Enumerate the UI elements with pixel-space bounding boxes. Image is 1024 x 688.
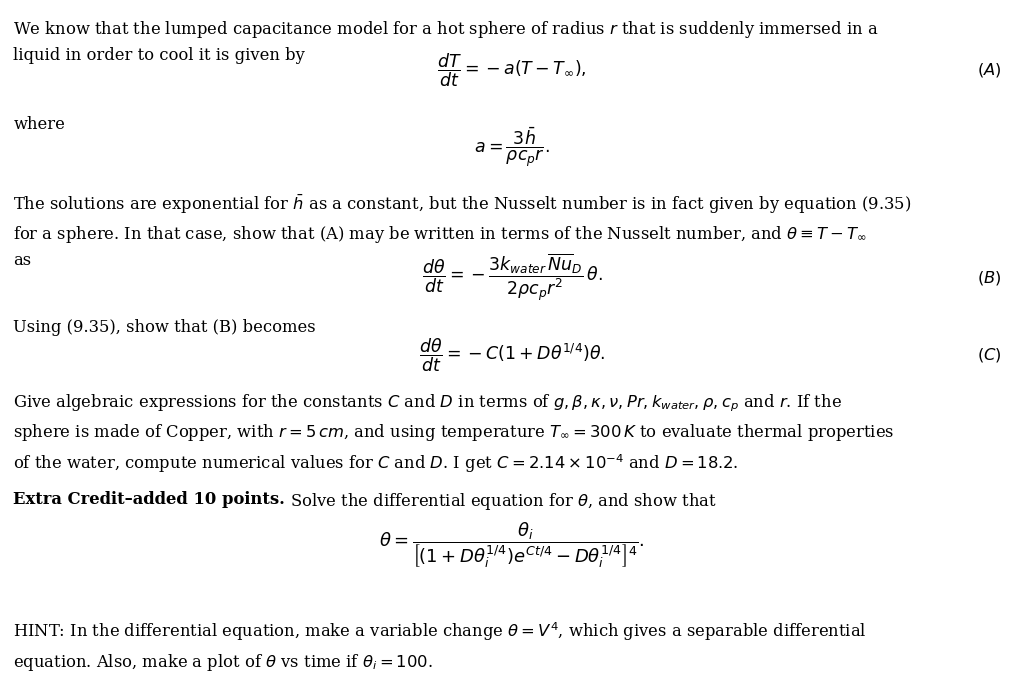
- Text: where: where: [13, 116, 66, 133]
- Text: Give algebraic expressions for the constants $C$ and $D$ in terms of $g, \beta, : Give algebraic expressions for the const…: [13, 392, 895, 475]
- Text: $(C)$: $(C)$: [977, 346, 1001, 364]
- Text: $(A)$: $(A)$: [977, 61, 1001, 79]
- Text: $\dfrac{d\theta}{dt} = -\dfrac{3k_{water}\,\overline{Nu}_{D}}{2\rho c_p r^2}\,\t: $\dfrac{d\theta}{dt} = -\dfrac{3k_{water…: [422, 252, 602, 304]
- Text: $\dfrac{d\theta}{dt} = -C(1 + D\theta^{1/4})\theta.$: $\dfrac{d\theta}{dt} = -C(1 + D\theta^{1…: [419, 336, 605, 374]
- Text: Extra Credit–added 10 points.: Extra Credit–added 10 points.: [13, 491, 286, 508]
- Text: HINT: In the differential equation, make a variable change $\theta = V^4$, which: HINT: In the differential equation, make…: [13, 621, 867, 673]
- Text: Solve the differential equation for $\theta$, and show that: Solve the differential equation for $\th…: [286, 491, 717, 513]
- Text: We know that the lumped capacitance model for a hot sphere of radius $r$ that is: We know that the lumped capacitance mode…: [13, 19, 879, 65]
- Text: The solutions are exponential for $\bar{h}$ as a constant, but the Nusselt numbe: The solutions are exponential for $\bar{…: [13, 193, 911, 269]
- Text: $\theta = \dfrac{\theta_i}{\left[(1 + D\theta_i^{1/4})e^{Ct/4} - D\theta_i^{1/4}: $\theta = \dfrac{\theta_i}{\left[(1 + D\…: [379, 520, 645, 570]
- Text: Using (9.35), show that (B) becomes: Using (9.35), show that (B) becomes: [13, 319, 316, 336]
- Text: $\dfrac{dT}{dt} = -a(T - T_{\infty}),$: $\dfrac{dT}{dt} = -a(T - T_{\infty}),$: [437, 52, 587, 89]
- Text: $(B)$: $(B)$: [977, 269, 1001, 287]
- Text: $a = \dfrac{3\bar{h}}{\rho c_p r}.$: $a = \dfrac{3\bar{h}}{\rho c_p r}.$: [474, 126, 550, 170]
